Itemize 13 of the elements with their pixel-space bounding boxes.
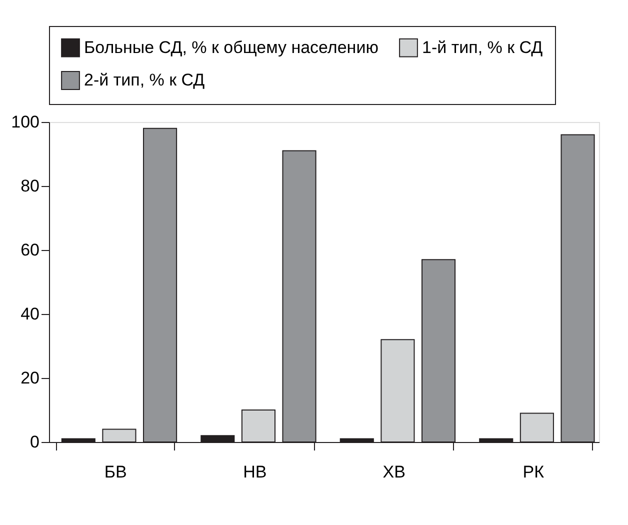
- y-tick-label: 20: [20, 368, 40, 388]
- y-tick-label: 40: [20, 304, 40, 324]
- y-tick-label: 80: [20, 176, 40, 196]
- legend-label: 2-й тип, % к СД: [84, 70, 206, 90]
- x-tick-label: НВ: [243, 462, 267, 482]
- y-tick-label: 0: [30, 432, 40, 452]
- x-tick-label: РК: [522, 462, 544, 482]
- legend-label: Больные СД, % к общему населению: [84, 38, 379, 57]
- y-tick-label: 100: [11, 112, 40, 132]
- y-tick-label: 60: [20, 240, 40, 260]
- legend-label: 1-й тип, % к СД: [422, 38, 544, 57]
- x-tick-label: ХВ: [382, 462, 406, 482]
- x-tick-label: БВ: [104, 462, 127, 482]
